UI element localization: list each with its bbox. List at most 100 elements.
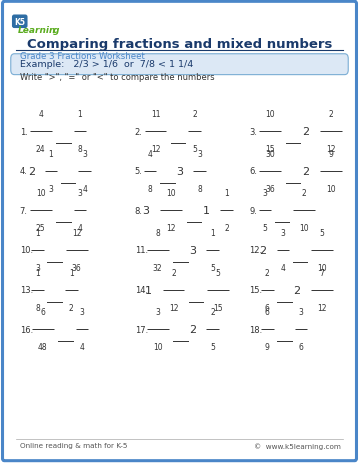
Text: 12: 12 <box>151 145 160 154</box>
Text: 13.: 13. <box>20 286 33 295</box>
Text: 2: 2 <box>260 245 267 255</box>
Text: 1: 1 <box>78 110 82 119</box>
Text: 36: 36 <box>72 263 81 272</box>
Text: 4: 4 <box>78 224 82 232</box>
Text: 4: 4 <box>280 263 285 272</box>
Text: 2: 2 <box>28 166 35 176</box>
Text: 5.: 5. <box>135 167 143 176</box>
Text: 1: 1 <box>35 228 40 237</box>
Text: 3: 3 <box>48 184 53 193</box>
Text: 1: 1 <box>35 269 40 277</box>
Text: 2: 2 <box>302 127 309 137</box>
FancyBboxPatch shape <box>3 2 356 461</box>
Text: 10.: 10. <box>20 245 33 255</box>
Text: 2: 2 <box>69 303 74 312</box>
Text: 9: 9 <box>328 150 334 158</box>
Text: 4: 4 <box>83 184 87 193</box>
Text: 4.: 4. <box>20 167 28 176</box>
Text: 15: 15 <box>266 145 275 154</box>
Text: 3: 3 <box>190 245 196 255</box>
Text: 10: 10 <box>299 224 309 232</box>
Text: 12.: 12. <box>250 245 263 255</box>
Text: 3: 3 <box>35 263 40 272</box>
Text: 8: 8 <box>78 145 82 154</box>
Text: 8: 8 <box>35 303 40 312</box>
Text: 5: 5 <box>216 269 221 277</box>
Text: Grade 3 Fractions Worksheet: Grade 3 Fractions Worksheet <box>20 52 145 61</box>
Text: 8: 8 <box>148 184 153 193</box>
FancyBboxPatch shape <box>11 55 348 75</box>
Text: 5: 5 <box>192 145 197 154</box>
Text: 1: 1 <box>69 269 74 277</box>
Text: 36: 36 <box>266 184 275 193</box>
Text: 12: 12 <box>72 228 81 237</box>
Text: 14.: 14. <box>135 286 148 295</box>
Text: 3: 3 <box>280 228 285 237</box>
Text: 4: 4 <box>38 110 43 119</box>
Text: 11.: 11. <box>135 245 148 255</box>
Text: 5: 5 <box>210 263 215 272</box>
Text: 3.: 3. <box>250 127 257 137</box>
Text: 9.: 9. <box>250 206 257 215</box>
Text: Online reading & math for K-5: Online reading & math for K-5 <box>20 443 127 448</box>
Text: Example:   2/3 > 1/6  or  7/8 < 1 1/4: Example: 2/3 > 1/6 or 7/8 < 1 1/4 <box>20 60 193 69</box>
Text: 30: 30 <box>266 150 275 158</box>
Text: 12: 12 <box>317 303 327 312</box>
Text: 48: 48 <box>38 343 48 351</box>
Text: 6: 6 <box>265 308 270 317</box>
Text: 3: 3 <box>155 308 160 317</box>
Text: ©  www.k5learning.com: © www.k5learning.com <box>254 442 341 449</box>
Text: 8: 8 <box>155 228 160 237</box>
Text: 8: 8 <box>197 184 202 193</box>
Text: 10: 10 <box>317 263 327 272</box>
Text: 3: 3 <box>78 189 82 198</box>
Text: 32: 32 <box>153 263 163 272</box>
Text: 5: 5 <box>210 343 215 351</box>
Text: 1: 1 <box>203 206 210 216</box>
Text: 2: 2 <box>190 325 196 335</box>
Text: 7: 7 <box>320 269 325 277</box>
Text: 2: 2 <box>302 189 307 198</box>
Text: 10: 10 <box>326 184 336 193</box>
Text: 17.: 17. <box>135 325 148 334</box>
Text: 6.: 6. <box>250 167 257 176</box>
Text: 24: 24 <box>36 145 46 154</box>
Text: 3: 3 <box>83 150 87 158</box>
Text: 4: 4 <box>80 343 84 351</box>
Text: 1: 1 <box>224 189 229 198</box>
Text: 3: 3 <box>80 308 84 317</box>
Text: 12: 12 <box>326 145 336 154</box>
Text: 12: 12 <box>167 224 176 232</box>
Text: 10: 10 <box>36 189 46 198</box>
Text: 3: 3 <box>299 308 303 317</box>
Text: 2: 2 <box>192 110 197 119</box>
Text: Learnin: Learnin <box>18 26 56 35</box>
Text: 10: 10 <box>153 343 163 351</box>
Text: 3: 3 <box>262 189 267 198</box>
Text: 2.: 2. <box>135 127 143 137</box>
Text: 3: 3 <box>197 150 202 158</box>
Text: 15.: 15. <box>250 286 263 295</box>
Text: 2: 2 <box>328 110 333 119</box>
Text: 2: 2 <box>224 224 229 232</box>
Text: 9: 9 <box>265 343 270 351</box>
Text: 2: 2 <box>265 269 270 277</box>
Text: 25: 25 <box>36 224 46 232</box>
Text: 11: 11 <box>151 110 160 119</box>
Text: 1: 1 <box>49 150 53 158</box>
Text: 2: 2 <box>302 166 309 176</box>
Text: 4: 4 <box>148 150 153 158</box>
Text: 6: 6 <box>265 303 270 312</box>
Text: 2: 2 <box>293 285 300 295</box>
Text: 6: 6 <box>40 308 45 317</box>
Text: Write ">", "=" or "<" to compare the numbers: Write ">", "=" or "<" to compare the num… <box>20 73 214 82</box>
Text: 1: 1 <box>210 228 215 237</box>
Text: 3: 3 <box>143 206 149 216</box>
Text: 12: 12 <box>169 303 178 312</box>
Text: 1: 1 <box>145 285 151 295</box>
Text: 5: 5 <box>262 224 267 232</box>
Text: 2: 2 <box>210 308 215 317</box>
Text: 8.: 8. <box>135 206 143 215</box>
Text: 10: 10 <box>167 189 176 198</box>
Text: 15: 15 <box>213 303 223 312</box>
